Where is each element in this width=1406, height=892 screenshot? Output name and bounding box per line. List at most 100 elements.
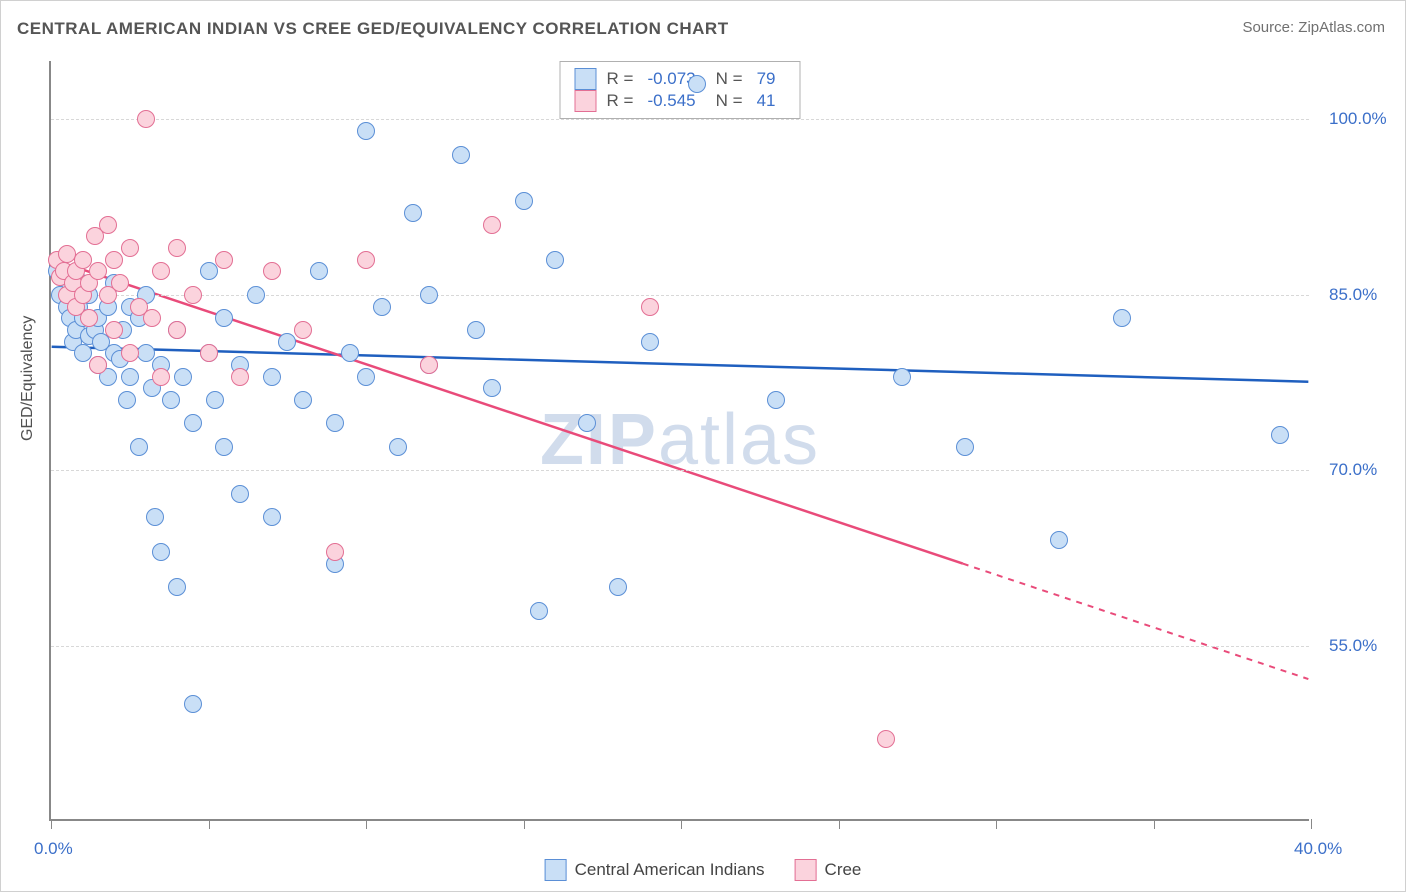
scatter-point bbox=[341, 344, 359, 362]
scatter-point bbox=[184, 695, 202, 713]
scatter-point bbox=[404, 204, 422, 222]
scatter-point bbox=[263, 262, 281, 280]
scatter-point bbox=[200, 262, 218, 280]
y-tick-label: 70.0% bbox=[1329, 460, 1377, 480]
scatter-point bbox=[206, 391, 224, 409]
scatter-point bbox=[121, 368, 139, 386]
gridline bbox=[51, 295, 1309, 296]
y-tick-label: 85.0% bbox=[1329, 285, 1377, 305]
scatter-point bbox=[767, 391, 785, 409]
scatter-point bbox=[184, 286, 202, 304]
scatter-point bbox=[143, 309, 161, 327]
scatter-point bbox=[483, 216, 501, 234]
scatter-point bbox=[420, 286, 438, 304]
scatter-point bbox=[1050, 531, 1068, 549]
scatter-point bbox=[215, 251, 233, 269]
scatter-point bbox=[530, 602, 548, 620]
stats-n-value-1: 41 bbox=[757, 91, 776, 111]
scatter-point bbox=[483, 379, 501, 397]
scatter-point bbox=[278, 333, 296, 351]
chart-title: CENTRAL AMERICAN INDIAN VS CREE GED/EQUI… bbox=[17, 19, 729, 39]
scatter-point bbox=[641, 298, 659, 316]
scatter-point bbox=[578, 414, 596, 432]
plot-area: ZIPatlas R = -0.073 N = 79 R = -0.545 N … bbox=[49, 61, 1309, 821]
scatter-point bbox=[215, 309, 233, 327]
x-tick bbox=[524, 819, 525, 829]
x-tick bbox=[209, 819, 210, 829]
scatter-point bbox=[420, 356, 438, 374]
scatter-point bbox=[546, 251, 564, 269]
scatter-point bbox=[326, 543, 344, 561]
x-tick bbox=[996, 819, 997, 829]
scatter-point bbox=[99, 216, 117, 234]
scatter-point bbox=[152, 262, 170, 280]
stats-box: R = -0.073 N = 79 R = -0.545 N = 41 bbox=[560, 61, 801, 119]
gridline bbox=[51, 119, 1309, 120]
scatter-point bbox=[357, 122, 375, 140]
watermark-bold: ZIP bbox=[540, 400, 658, 480]
scatter-point bbox=[326, 414, 344, 432]
scatter-point bbox=[893, 368, 911, 386]
scatter-point bbox=[130, 438, 148, 456]
scatter-point bbox=[467, 321, 485, 339]
chart-container: CENTRAL AMERICAN INDIAN VS CREE GED/EQUI… bbox=[0, 0, 1406, 892]
legend-label-1: Cree bbox=[825, 860, 862, 880]
stats-swatch-0 bbox=[575, 68, 597, 90]
scatter-point bbox=[1113, 309, 1131, 327]
scatter-point bbox=[877, 730, 895, 748]
scatter-point bbox=[105, 321, 123, 339]
scatter-point bbox=[263, 508, 281, 526]
scatter-point bbox=[231, 368, 249, 386]
scatter-point bbox=[688, 75, 706, 93]
x-tick bbox=[366, 819, 367, 829]
scatter-point bbox=[389, 438, 407, 456]
scatter-point bbox=[263, 368, 281, 386]
scatter-point bbox=[80, 309, 98, 327]
scatter-point bbox=[152, 543, 170, 561]
scatter-point bbox=[231, 485, 249, 503]
scatter-point bbox=[89, 356, 107, 374]
legend-item-0: Central American Indians bbox=[545, 859, 765, 881]
stats-r-label-0: R = bbox=[607, 69, 634, 89]
source-label: Source: ZipAtlas.com bbox=[1242, 19, 1385, 36]
scatter-point bbox=[111, 274, 129, 292]
gridline bbox=[51, 646, 1309, 647]
stats-n-value-0: 79 bbox=[757, 69, 776, 89]
scatter-point bbox=[168, 578, 186, 596]
scatter-point bbox=[168, 239, 186, 257]
scatter-point bbox=[121, 344, 139, 362]
regression-line-dashed bbox=[963, 564, 1309, 679]
scatter-point bbox=[515, 192, 533, 210]
scatter-point bbox=[74, 251, 92, 269]
scatter-point bbox=[184, 414, 202, 432]
regression-lines bbox=[51, 61, 1309, 819]
x-tick bbox=[681, 819, 682, 829]
scatter-point bbox=[146, 508, 164, 526]
scatter-point bbox=[174, 368, 192, 386]
x-tick bbox=[1154, 819, 1155, 829]
legend-item-1: Cree bbox=[795, 859, 862, 881]
y-axis-label: GED/Equivalency bbox=[19, 316, 37, 441]
scatter-point bbox=[152, 368, 170, 386]
y-tick-label: 100.0% bbox=[1329, 109, 1387, 129]
y-tick-label: 55.0% bbox=[1329, 636, 1377, 656]
stats-row-1: R = -0.545 N = 41 bbox=[575, 90, 786, 112]
scatter-point bbox=[168, 321, 186, 339]
legend-swatch-0 bbox=[545, 859, 567, 881]
watermark: ZIPatlas bbox=[540, 399, 820, 481]
legend-label-0: Central American Indians bbox=[575, 860, 765, 880]
scatter-point bbox=[310, 262, 328, 280]
stats-n-label-0: N = bbox=[716, 69, 743, 89]
scatter-point bbox=[137, 110, 155, 128]
x-tick bbox=[1311, 819, 1312, 829]
scatter-point bbox=[118, 391, 136, 409]
watermark-rest: atlas bbox=[658, 400, 820, 480]
scatter-point bbox=[357, 368, 375, 386]
x-tick-label: 40.0% bbox=[1294, 839, 1342, 859]
scatter-point bbox=[162, 391, 180, 409]
scatter-point bbox=[294, 321, 312, 339]
scatter-point bbox=[609, 578, 627, 596]
gridline bbox=[51, 470, 1309, 471]
legend-swatch-1 bbox=[795, 859, 817, 881]
scatter-point bbox=[294, 391, 312, 409]
